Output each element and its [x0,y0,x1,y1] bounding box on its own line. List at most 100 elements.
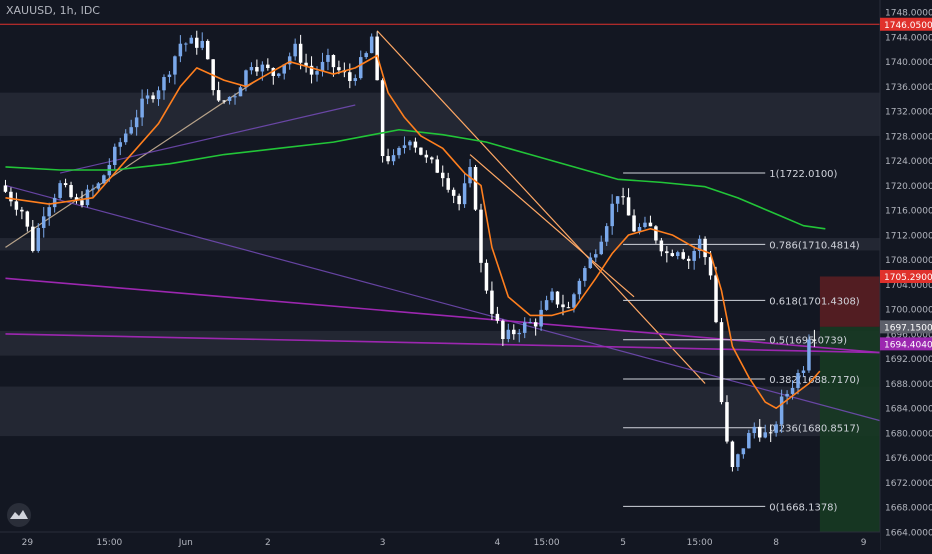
candle-body-32 [178,43,183,57]
candle-body-94 [517,332,522,335]
candle-body-49 [271,68,276,76]
y-tick-label-5: 1728.0000 [885,132,932,142]
candle-body-90 [495,313,500,321]
x-tick-label-10: 9 [861,538,867,548]
candle-body-74 [408,141,412,146]
symbol-title[interactable]: XAUUSD, 1h, IDC [6,4,100,17]
take-profit-zone [819,326,880,539]
y-tick-label-4: 1732.0000 [885,108,932,118]
fib-level-label-0: 1(1722.0100) [769,169,837,180]
y-tick-label-6: 1724.0000 [885,157,932,167]
ema-fast-line [5,54,821,410]
candle-body-110 [604,226,609,242]
candle-body-0 [3,185,8,192]
candle-body-77 [424,154,429,158]
fib-level-label-5: 0.236(1680.8517) [769,424,860,435]
candle-body-130 [714,275,718,323]
candle-body-30 [167,74,172,78]
candle-body-6 [36,227,41,251]
candle-body-132 [725,402,729,442]
candle-body-17 [96,183,101,189]
fib-level-label-4: 0.382(1688.7170) [769,375,860,386]
candle-body-131 [719,322,724,403]
candle-body-99 [544,300,549,310]
candle-body-8 [47,207,51,217]
tradingview-logo-icon[interactable] [7,503,31,527]
candle-body-29 [162,77,166,91]
candle-body-120 [659,240,664,252]
candle-body-116 [637,227,642,232]
candle-body-26 [145,95,150,99]
y-tick-label-13: 1696.0000 [885,330,932,340]
candle-body-113 [621,196,625,198]
candle-body-102 [561,304,565,308]
x-tick-label-7: 5 [620,538,626,548]
price-tag-bg-2 [880,320,932,334]
candle-body-55 [304,62,308,66]
candle-body-45 [249,67,254,71]
candle-body-50 [277,73,281,76]
candle-body-101 [555,291,560,305]
candle-body-36 [200,40,204,48]
candle-body-88 [484,262,489,291]
candle-body-68 [375,36,379,81]
candle-body-53 [293,43,297,57]
candle-body-117 [643,222,647,228]
candle-body-20 [113,146,117,165]
position-tool[interactable] [819,276,880,539]
x-tick-label-5: 4 [495,538,501,548]
y-tick-label-7: 1720.0000 [885,182,932,192]
candle-body-133 [730,441,735,468]
candle-body-25 [140,98,144,118]
time-axis[interactable]: 29 15:00 Jun 2 3 4 15:00 5 15:00 8 9 [0,531,880,550]
y-tick-label-19: 1672.0000 [885,479,932,489]
candle-body-139 [763,432,767,438]
candle-body-34 [189,37,194,44]
y-tick-label-18: 1676.0000 [885,454,932,464]
candle-body-4 [25,211,30,227]
candle-body-79 [435,159,440,173]
candle-body-104 [572,294,576,308]
candle-body-85 [468,167,472,184]
price-tag-bg-1 [880,269,932,283]
candle-body-107 [588,257,593,269]
candle-body-105 [577,280,582,295]
candle-body-54 [298,43,303,63]
candle-body-64 [353,78,358,82]
y-tick-label-14: 1692.0000 [885,355,932,365]
candle-body-129 [708,257,713,276]
candle-body-15 [85,189,90,206]
candles [3,30,817,472]
time-axis-bg [0,532,880,550]
candle-body-37 [205,40,210,60]
candle-body-40 [222,100,226,102]
price-tag-bg-3 [880,337,932,351]
candle-body-95 [522,322,527,333]
candle-body-108 [594,254,598,258]
candle-body-70 [386,156,390,162]
candle-body-100 [550,291,554,301]
candle-body-140 [768,432,773,434]
candle-body-119 [654,226,658,241]
candle-body-35 [195,37,199,48]
moving-averages [5,54,826,410]
fib-level-label-6: 0(1668.1378) [769,502,837,513]
candle-body-59 [326,55,330,62]
y-tick-label-0: 1748.0000 [885,9,932,19]
y-tick-label-9: 1712.0000 [885,231,932,241]
candle-body-142 [779,396,784,425]
candle-body-22 [123,133,128,143]
candle-body-52 [287,56,292,65]
x-tick-label-2: Jun [178,538,193,548]
candle-body-69 [380,80,385,157]
candle-body-103 [566,307,571,309]
candle-body-12 [69,185,73,198]
candle-body-135 [741,448,746,455]
ema-slow-line [5,128,826,230]
candle-body-147 [807,339,811,371]
candle-body-137 [752,426,757,434]
candle-body-148 [812,339,817,341]
candle-body-106 [583,268,587,281]
